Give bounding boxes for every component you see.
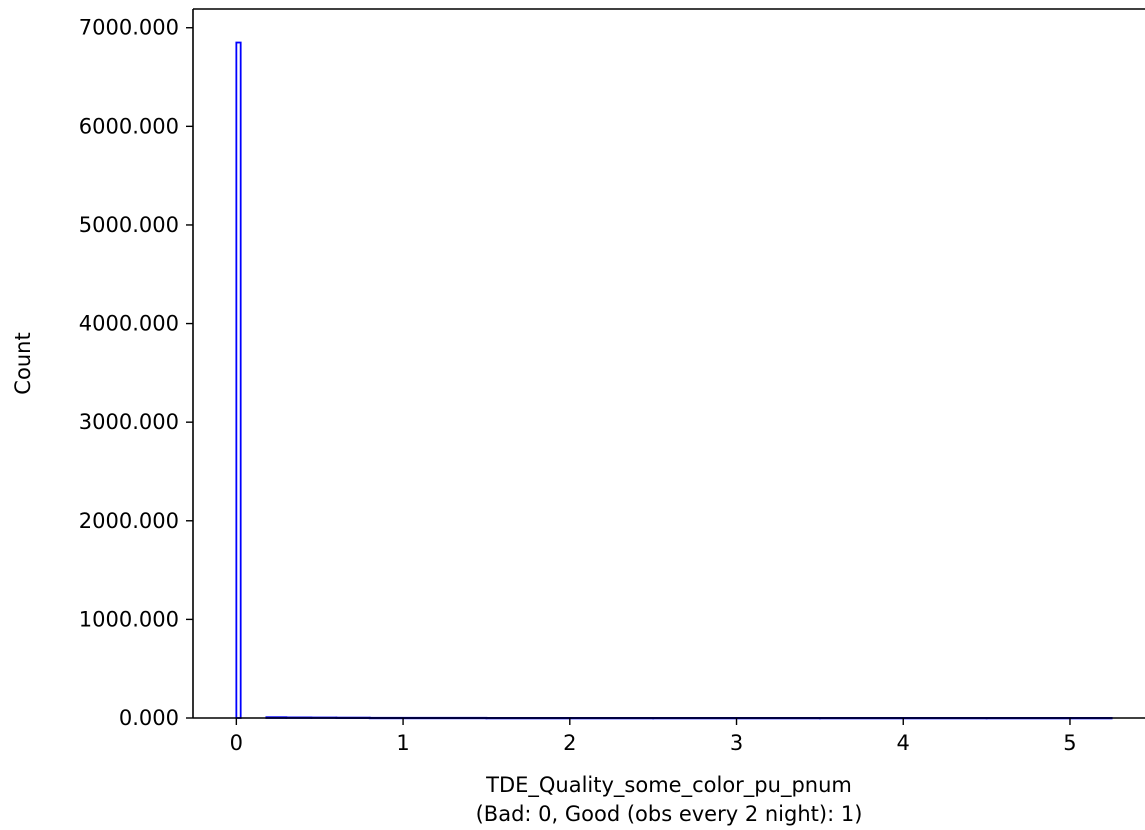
y-tick-label-3: 3000.000 xyxy=(79,410,179,434)
x-axis-ticks: 0 1 2 3 4 5 xyxy=(230,718,1077,755)
y-tick-label-4: 4000.000 xyxy=(79,312,179,336)
x-tick-label-4: 4 xyxy=(897,731,910,755)
y-tick-label-2: 2000.000 xyxy=(79,509,179,533)
y-tick-label-1: 1000.000 xyxy=(79,607,179,631)
y-tick-label-0: 0.000 xyxy=(119,706,179,730)
histogram-bars xyxy=(235,41,1113,720)
x-axis-label: TDE_Quality_some_color_pu_pnum xyxy=(485,773,852,798)
x-axis-label-subtitle: (Bad: 0, Good (obs every 2 night): 1) xyxy=(476,802,863,826)
y-tick-label-5: 5000.000 xyxy=(79,213,179,237)
histogram-bar-0 xyxy=(235,41,242,719)
x-tick-label-1: 1 xyxy=(396,731,409,755)
x-tick-label-5: 5 xyxy=(1063,731,1076,755)
y-tick-label-7: 7000.000 xyxy=(79,16,179,40)
x-tick-label-2: 2 xyxy=(563,731,576,755)
x-tick-label-0: 0 xyxy=(230,731,243,755)
y-axis-label: Count xyxy=(11,332,35,394)
x-tick-label-3: 3 xyxy=(730,731,743,755)
y-axis-ticks: 0.000 1000.000 2000.000 3000.000 4000.000 500… xyxy=(79,16,193,730)
y-tick-label-6: 6000.000 xyxy=(79,114,179,138)
